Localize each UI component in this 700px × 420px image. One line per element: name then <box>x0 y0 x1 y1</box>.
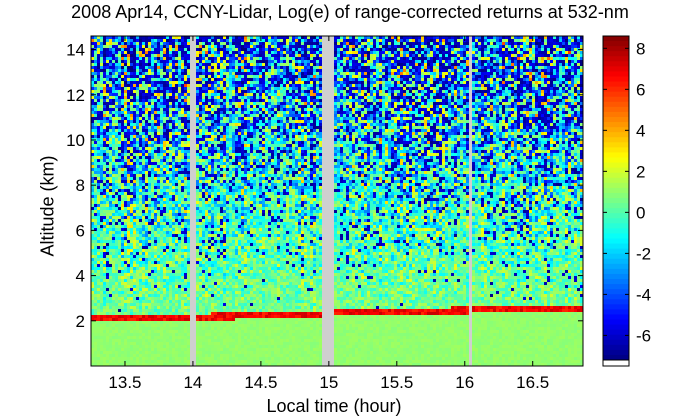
colorbar-segment <box>603 304 629 310</box>
y-tick-label: 6 <box>76 221 85 240</box>
y-tick-label: 12 <box>66 86 85 105</box>
colorbar-segment <box>603 284 629 290</box>
y-tick-label: 2 <box>76 312 85 331</box>
colorbar-tick-label: -4 <box>636 285 651 304</box>
colorbar-segment <box>603 172 629 179</box>
colorbar-segment <box>603 309 629 316</box>
colorbar-segment <box>603 41 629 47</box>
colorbar-tick-label: -2 <box>636 244 651 263</box>
colorbar-segment <box>603 339 629 346</box>
colorbar-tick-label: 0 <box>636 203 645 222</box>
colorbar-tick-label: 2 <box>636 162 645 181</box>
colorbar-segment <box>603 258 629 265</box>
colorbar-segment <box>603 96 629 103</box>
x-tick-label: 14 <box>183 373 202 392</box>
y-tick-label: 10 <box>66 131 85 150</box>
colorbar-segment <box>603 76 629 83</box>
colorbar-segment <box>603 329 629 336</box>
colorbar-tick-label: 6 <box>636 80 645 99</box>
colorbar-nodata-swatch <box>602 359 630 367</box>
colorbar-segment <box>603 354 629 361</box>
colorbar-segment <box>603 198 629 204</box>
colorbar-segment <box>603 106 629 113</box>
colorbar-segment <box>603 289 629 295</box>
colorbar-segment <box>603 111 629 118</box>
x-axis-ticks: 13.5 14 14.5 15 15.5 16 16.5 <box>108 36 549 392</box>
x-tick-label: 15 <box>319 373 338 392</box>
colorbar-segment <box>603 243 629 250</box>
colorbar-segment <box>603 147 629 154</box>
colorbar-segment <box>603 36 629 42</box>
colorbar-segment <box>603 349 629 356</box>
colorbar-segment <box>603 187 629 194</box>
colorbar-segment <box>603 91 629 98</box>
colorbar-segment <box>603 81 629 88</box>
colorbar-segment <box>603 223 629 229</box>
colorbar-segment <box>603 46 629 52</box>
colorbar-segment <box>603 162 629 169</box>
x-axis-label: Local time (hour) <box>266 396 402 416</box>
colorbar-segment <box>603 263 629 270</box>
y-tick-label: 14 <box>66 41 85 60</box>
colorbar-segment <box>603 122 629 128</box>
colorbar-tick-label: 4 <box>636 121 645 140</box>
colorbar-segment <box>603 56 629 62</box>
colorbar-segment <box>603 233 629 240</box>
colorbar-segment <box>603 218 629 224</box>
colorbar-segment <box>603 294 629 300</box>
colorbar-segment <box>603 86 629 93</box>
colorbar-segment <box>603 238 629 245</box>
colorbar-segment <box>603 61 629 67</box>
plot-area <box>90 35 584 367</box>
colorbar-segment <box>603 299 629 305</box>
colorbar-segment <box>603 132 629 138</box>
colorbar-tick-label: 8 <box>636 39 645 58</box>
colorbar-segment <box>603 142 629 148</box>
colorbar-segment <box>603 344 629 351</box>
colorbar-segment <box>603 117 629 123</box>
colorbar-segment <box>603 334 629 341</box>
colorbar-tick-label: -6 <box>636 326 651 345</box>
colorbar-segment <box>603 253 629 260</box>
colorbar-segment <box>603 127 629 133</box>
colorbar: 8 6 4 2 0 -2 -4 -6 <box>602 35 651 367</box>
x-tick-label: 14.5 <box>244 373 277 392</box>
colorbar-segment <box>603 208 629 214</box>
colorbar-segment <box>603 314 629 321</box>
x-tick-label: 13.5 <box>108 373 141 392</box>
x-tick-label: 15.5 <box>380 373 413 392</box>
colorbar-segment <box>603 324 629 331</box>
colorbar-segment <box>603 182 629 189</box>
colorbar-segment <box>603 319 629 326</box>
colorbar-segment <box>603 248 629 255</box>
x-tick-label: 16 <box>455 373 474 392</box>
colorbar-segment <box>603 192 629 199</box>
colorbar-segment <box>603 203 629 209</box>
y-tick-label: 8 <box>76 176 85 195</box>
colorbar-segment <box>603 137 629 143</box>
colorbar-segment <box>603 66 629 73</box>
colorbar-segment <box>603 157 629 164</box>
y-tick-label: 4 <box>76 267 85 286</box>
colorbar-segment <box>603 167 629 174</box>
colorbar-segment <box>603 71 629 78</box>
colorbar-segment <box>603 228 629 235</box>
colorbar-segment <box>603 101 629 108</box>
colorbar-segment <box>603 268 629 275</box>
colorbar-segment <box>603 273 629 280</box>
x-tick-label: 16.5 <box>516 373 549 392</box>
colorbar-segment <box>603 177 629 184</box>
y-axis-ticks: 2 4 6 8 10 12 14 <box>66 41 583 331</box>
colorbar-segment <box>603 51 629 57</box>
colorbar-segment <box>603 152 629 159</box>
chart-title: 2008 Apr14, CCNY-Lidar, Log(e) of range-… <box>71 2 629 22</box>
colorbar-segment <box>603 279 629 285</box>
colorbar-frame <box>602 35 630 367</box>
heatmap-cells <box>91 36 583 366</box>
colorbar-segment <box>603 213 629 219</box>
